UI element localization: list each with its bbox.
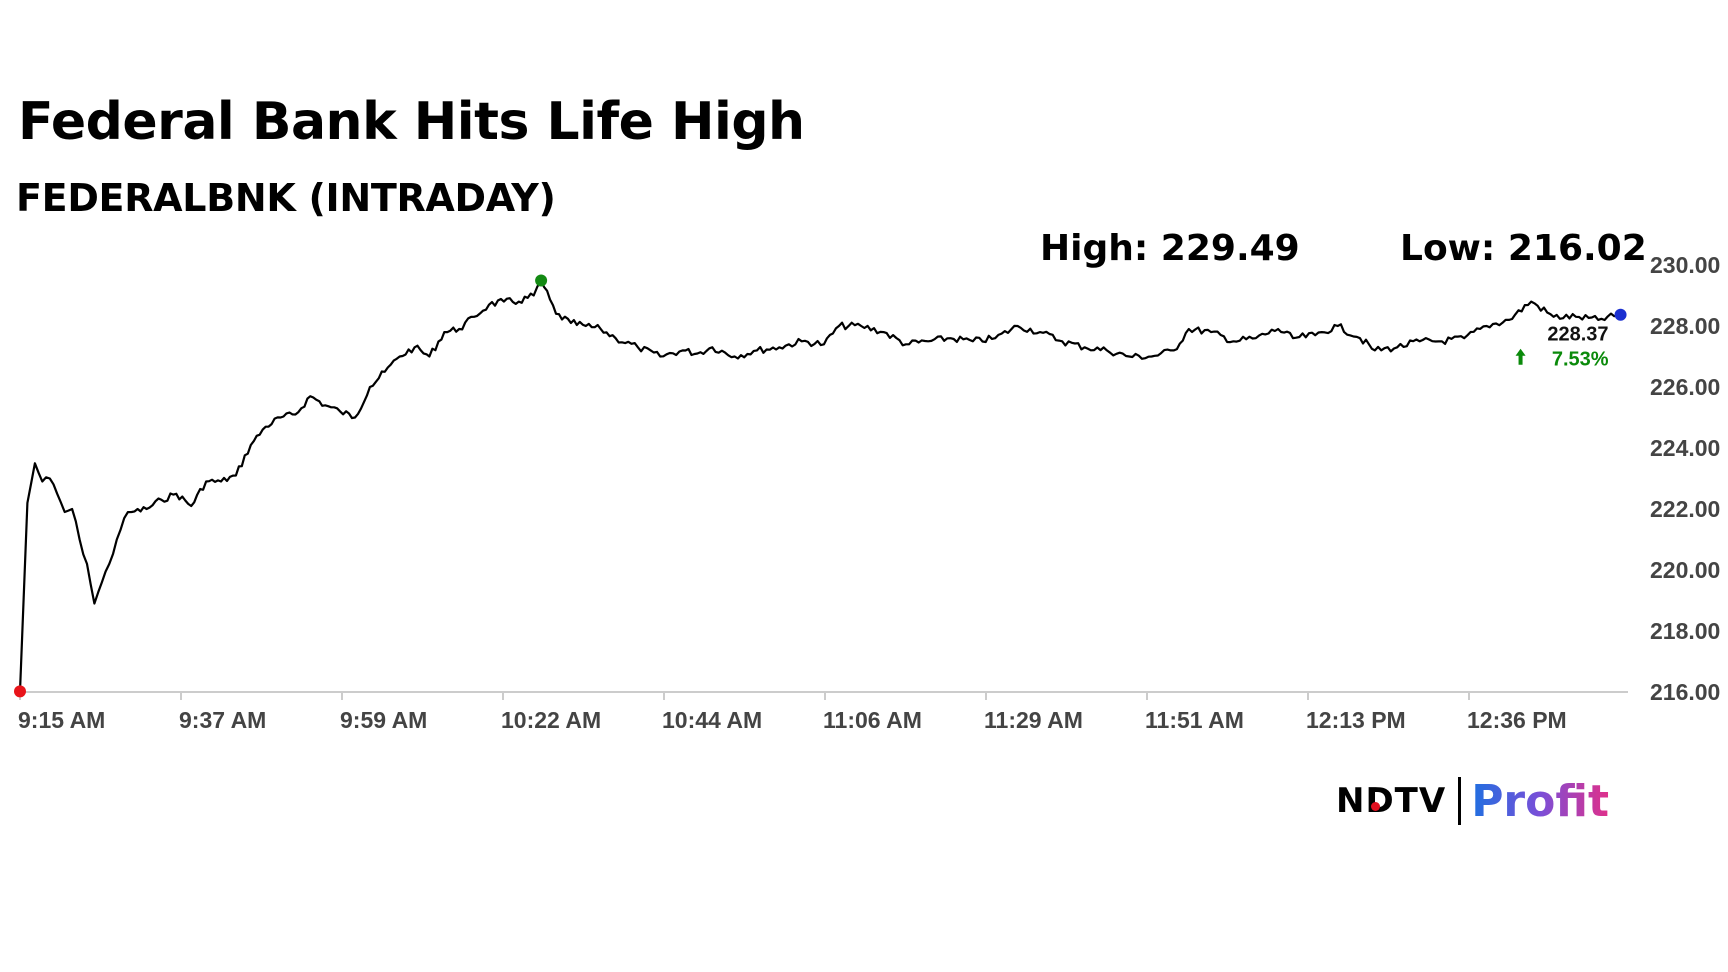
logo-dot-icon	[1371, 802, 1380, 811]
x-tick-label: 9:37 AM	[179, 707, 266, 733]
x-tick-label: 10:22 AM	[501, 707, 601, 733]
y-tick-label: 230.00	[1650, 252, 1720, 278]
x-tick-label: 12:36 PM	[1467, 707, 1567, 733]
y-tick-label: 222.00	[1650, 496, 1720, 522]
y-tick-label: 224.00	[1650, 435, 1720, 461]
change-percent: 7.53%	[1552, 349, 1609, 371]
change-indicator: 7.53%	[1515, 348, 1609, 371]
y-tick-label: 220.00	[1650, 557, 1720, 583]
chart-markers	[14, 274, 1627, 698]
last-price-label: 228.37	[1547, 324, 1608, 346]
high-point-marker	[535, 274, 548, 287]
x-tick-label: 10:44 AM	[662, 707, 762, 733]
x-tick-label: 11:06 AM	[823, 707, 922, 733]
price-series-line	[18, 279, 1621, 692]
x-tick-label: 12:13 PM	[1306, 707, 1406, 733]
x-tick-label: 11:29 AM	[984, 707, 1083, 733]
y-tick-label: 228.00	[1650, 313, 1720, 339]
y-tick-label: 218.00	[1650, 618, 1720, 644]
y-tick-label: 216.00	[1650, 679, 1720, 705]
logo-divider	[1458, 777, 1462, 825]
x-tick-label: 11:51 AM	[1145, 707, 1244, 733]
last-point-marker	[1614, 308, 1627, 321]
x-tick-label: 9:59 AM	[340, 707, 427, 733]
y-tick-label: 226.00	[1650, 374, 1720, 400]
y-axis-ticks: 216.00 218.00 220.00 222.00 224.00 226.00 228.…	[1650, 252, 1720, 705]
x-tick-label: 9:15 AM	[18, 707, 105, 733]
ndtv-profit-logo: NDTV Profit	[1336, 775, 1610, 827]
arrow-up-icon	[1515, 348, 1526, 365]
logo-profit: Profit	[1471, 775, 1610, 827]
high-value: High: 229.49	[1040, 228, 1300, 269]
x-axis-ticks: 9:15 AM 9:37 AM 9:59 AM 10:22 AM 10:44 AM 11:…	[18, 692, 1567, 733]
chart-title: Federal Bank Hits Life High	[18, 92, 805, 152]
logo-ndtv: NDTV	[1336, 781, 1447, 821]
low-value: Low: 216.02	[1400, 228, 1647, 269]
chart-subtitle: FEDERALBNK (INTRADAY)	[16, 176, 556, 220]
low-point-marker	[14, 685, 26, 698]
